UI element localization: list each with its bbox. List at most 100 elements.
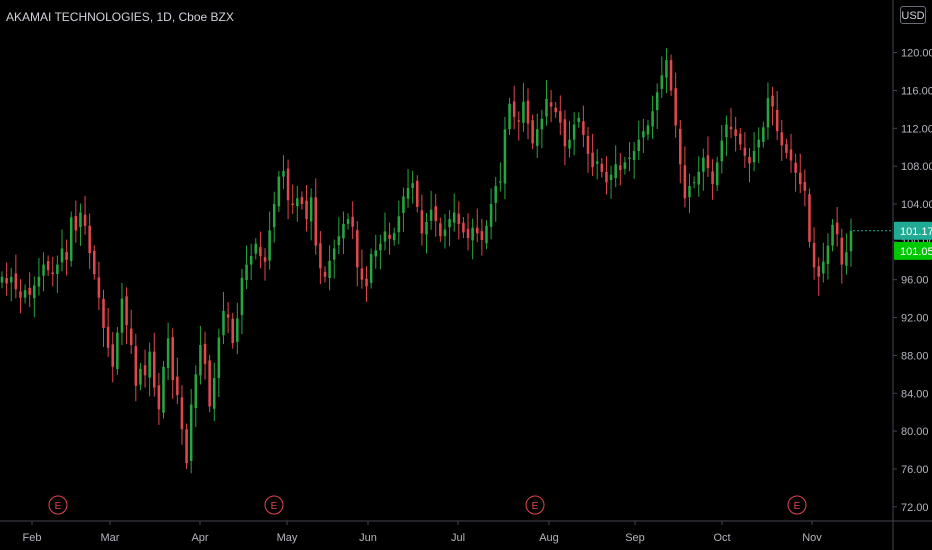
earnings-event-icon[interactable]: E <box>264 495 284 515</box>
candle <box>526 88 530 140</box>
candle-body <box>840 237 844 265</box>
candle <box>23 284 27 304</box>
candle-body <box>60 248 64 263</box>
candle <box>457 201 461 240</box>
candle <box>619 153 622 186</box>
candle <box>346 213 350 230</box>
candle <box>780 119 784 161</box>
candle <box>743 132 747 169</box>
candle <box>665 47 668 94</box>
candle-body <box>356 230 359 268</box>
candle-body <box>46 261 50 271</box>
candle-body <box>231 318 234 344</box>
candle-body <box>272 204 276 228</box>
candle-body <box>614 164 617 179</box>
candle <box>106 307 110 357</box>
candle-body <box>143 365 147 376</box>
candles-layer <box>0 47 853 474</box>
candle <box>212 362 216 422</box>
time-tick-label: Apr <box>191 532 208 544</box>
candle <box>259 231 262 269</box>
candle <box>97 261 101 310</box>
candle <box>305 184 308 232</box>
candle <box>397 200 401 245</box>
candle <box>452 193 456 232</box>
candle-body <box>762 127 765 142</box>
candle-body <box>88 225 91 254</box>
candle-body <box>471 227 474 241</box>
time-axis: Feb Mar Apr May Jun Jul Aug Sep Oct Nov <box>0 520 932 544</box>
earnings-event-circle <box>264 495 284 515</box>
candle-body <box>462 222 465 233</box>
candle <box>402 187 405 232</box>
candle-body <box>203 343 207 364</box>
candle-body <box>485 225 488 244</box>
candle <box>586 127 590 173</box>
earnings-event-label: E <box>794 501 801 512</box>
candle-body <box>503 129 507 184</box>
candle <box>51 256 55 287</box>
candle-body <box>263 257 267 262</box>
candle-body <box>743 147 747 156</box>
candle-body <box>360 268 364 280</box>
candle <box>176 357 179 405</box>
earnings-event-icon[interactable]: E <box>48 495 68 515</box>
time-tick-label: Nov <box>802 532 822 544</box>
currency-button[interactable]: USD <box>900 6 926 24</box>
price-tick-label: 84.00 <box>901 388 929 400</box>
time-tick-label: Jun <box>359 532 377 544</box>
candle <box>683 146 687 208</box>
candle-body <box>692 182 696 184</box>
candle-body <box>277 176 281 207</box>
candle <box>439 217 442 242</box>
candle <box>309 188 313 241</box>
last-price-layer: 101.17 101.05 <box>853 221 932 260</box>
candle <box>42 252 45 292</box>
candle-body <box>222 310 225 336</box>
candle-body <box>134 346 138 386</box>
candle-body <box>249 256 253 265</box>
candle-body <box>162 366 165 413</box>
candle-body <box>835 222 839 235</box>
time-tick-label: Sep <box>625 532 645 544</box>
candle-body <box>111 344 115 367</box>
candle-body <box>499 181 502 183</box>
candle-body <box>738 133 742 145</box>
candle-body <box>715 162 719 186</box>
candle-body <box>120 298 124 333</box>
candle-body <box>176 376 179 396</box>
candle-body <box>757 139 760 148</box>
candle <box>379 234 382 270</box>
candle <box>388 222 391 255</box>
candle <box>508 98 511 135</box>
earnings-event-icon[interactable]: E <box>787 495 807 515</box>
candle-body <box>605 171 608 183</box>
candle-body <box>157 385 161 410</box>
candle-body <box>702 157 705 172</box>
candle-body <box>725 124 728 138</box>
candle-body <box>563 119 567 147</box>
candle-body <box>286 168 290 201</box>
chart-title: AKAMAI TECHNOLOGIES, 1D, Cboe BZX <box>6 10 234 24</box>
candle <box>614 145 617 188</box>
candle-body <box>494 186 497 203</box>
candle-body <box>300 197 304 205</box>
candle <box>129 309 133 354</box>
last-price-tag <box>894 221 932 240</box>
candle <box>19 279 22 314</box>
candle-body <box>452 212 456 223</box>
candle <box>642 118 645 154</box>
candle <box>826 233 830 280</box>
candle <box>540 109 544 149</box>
candle <box>692 176 696 189</box>
candle-body <box>429 209 433 221</box>
earnings-event-circle <box>525 495 545 515</box>
candle <box>785 138 788 159</box>
candle <box>771 86 774 126</box>
candle <box>416 175 419 213</box>
candle-body <box>189 404 193 462</box>
candle-body <box>19 291 22 298</box>
earnings-event-icon[interactable]: E <box>525 495 545 515</box>
